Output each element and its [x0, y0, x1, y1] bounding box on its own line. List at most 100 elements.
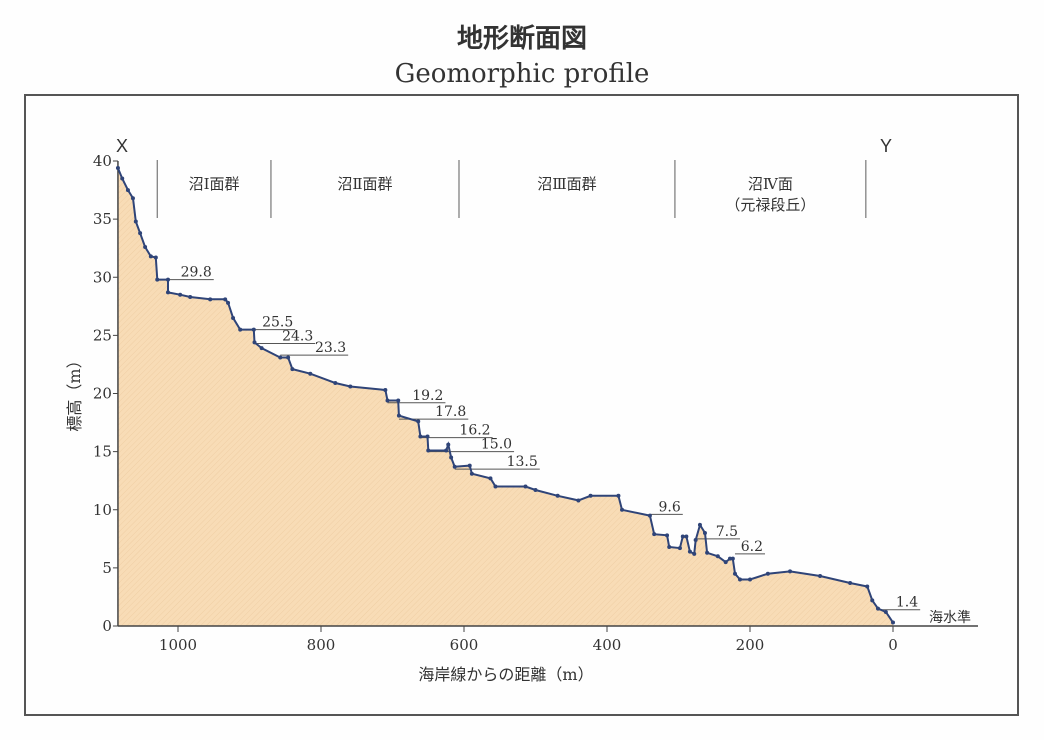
x-tick-label: 1000 — [159, 636, 197, 654]
profile-point — [493, 484, 498, 489]
profile-point — [138, 231, 143, 236]
profile-point — [588, 493, 593, 498]
profile-point — [765, 571, 770, 576]
profile-point — [143, 245, 148, 250]
section-label: 沼Ⅱ面群 — [337, 175, 392, 193]
profile-point — [208, 297, 213, 302]
profile-point — [444, 448, 449, 453]
terrace-level-label: 17.8 — [435, 404, 466, 420]
profile-point — [677, 546, 682, 551]
profile-point — [188, 295, 193, 300]
profile-point — [383, 388, 388, 393]
start-label-x: X — [116, 136, 128, 156]
profile-point — [238, 327, 243, 332]
terrace-level-label: 6.2 — [741, 539, 763, 555]
chart-subtitle: Geomorphic profile — [395, 59, 650, 89]
section-label: 沼Ⅰ面群 — [189, 175, 240, 193]
profile-point — [125, 188, 130, 193]
profile-point — [730, 556, 735, 561]
y-tick-label: 10 — [93, 501, 112, 519]
profile-point — [286, 355, 291, 360]
profile-point — [418, 434, 423, 439]
profile-point — [620, 507, 625, 512]
profile-point — [153, 255, 158, 260]
profile-point — [426, 448, 431, 453]
profile-point — [891, 620, 895, 625]
x-tick-label: 400 — [593, 636, 622, 654]
profile-point — [416, 419, 421, 424]
y-tick-label: 35 — [93, 210, 112, 228]
profile-point — [665, 533, 670, 538]
profile-point — [488, 476, 493, 481]
profile-point — [732, 571, 737, 576]
end-label-y: Y — [880, 136, 892, 156]
profile-point — [467, 463, 472, 468]
profile-point — [616, 493, 621, 498]
terrace-level-label: 24.3 — [282, 329, 313, 345]
profile-point — [115, 165, 120, 170]
profile-point — [788, 569, 793, 574]
profile-point — [667, 544, 672, 549]
profile-point — [446, 442, 451, 447]
profile-point — [865, 584, 870, 589]
profile-point — [226, 300, 231, 305]
terrace-level-label: 23.3 — [315, 340, 346, 356]
profile-point — [133, 219, 138, 224]
profile-point — [693, 537, 698, 542]
terrace-level-label: 16.2 — [459, 423, 490, 439]
profile-point — [452, 464, 457, 469]
profile-point — [737, 577, 742, 582]
profile-point — [723, 560, 728, 565]
profile-point — [576, 498, 581, 503]
profile-point — [684, 534, 689, 539]
terrace-level-label: 19.2 — [412, 388, 443, 404]
profile-point — [533, 487, 538, 492]
section-label: 沼Ⅲ面群 — [537, 175, 596, 193]
profile-point — [165, 290, 170, 295]
profile-point — [652, 532, 657, 537]
x-axis-label: 海岸線からの距離（m） — [418, 665, 593, 684]
terrace-level-label: 25.5 — [262, 315, 293, 331]
y-tick-label: 20 — [93, 385, 112, 403]
profile-point — [155, 277, 160, 282]
profile-point — [705, 550, 710, 555]
y-tick-label: 25 — [93, 326, 112, 344]
sea-level-label: 海水準 — [929, 610, 971, 626]
profile-point — [259, 346, 264, 351]
profile-point — [130, 196, 135, 201]
profile-point — [385, 398, 390, 403]
y-tick-label: 30 — [93, 268, 112, 286]
profile-point — [715, 554, 720, 559]
profile-point — [697, 522, 702, 527]
profile-point — [231, 315, 236, 320]
terrain-area — [117, 168, 893, 626]
x-tick-label: 800 — [307, 636, 336, 654]
profile-point — [165, 277, 170, 282]
profile-point — [523, 484, 528, 489]
terrace-level-label: 13.5 — [507, 454, 538, 470]
profile-point — [290, 367, 295, 372]
profile-point — [702, 531, 707, 535]
chart-title: 地形断面図 — [457, 23, 587, 54]
profile-point — [251, 327, 256, 332]
profile-point — [396, 413, 401, 418]
profile-point — [883, 610, 888, 615]
y-tick-label: 0 — [102, 617, 112, 635]
profile-point — [687, 549, 692, 554]
profile-point — [148, 254, 153, 259]
profile-point — [348, 384, 353, 389]
section-sublabel: （元禄段丘） — [725, 196, 815, 214]
section-label: 沼Ⅳ面 — [748, 175, 793, 193]
profile-point — [870, 598, 875, 603]
profile-point — [252, 340, 257, 345]
profile-point — [223, 297, 228, 302]
profile-point — [748, 577, 752, 582]
y-tick-label: 15 — [93, 443, 112, 461]
profile-point — [469, 471, 474, 476]
terrace-level-label: 7.5 — [716, 524, 738, 540]
profile-point — [396, 398, 401, 403]
profile-point — [555, 493, 560, 498]
profile-point — [692, 551, 697, 556]
